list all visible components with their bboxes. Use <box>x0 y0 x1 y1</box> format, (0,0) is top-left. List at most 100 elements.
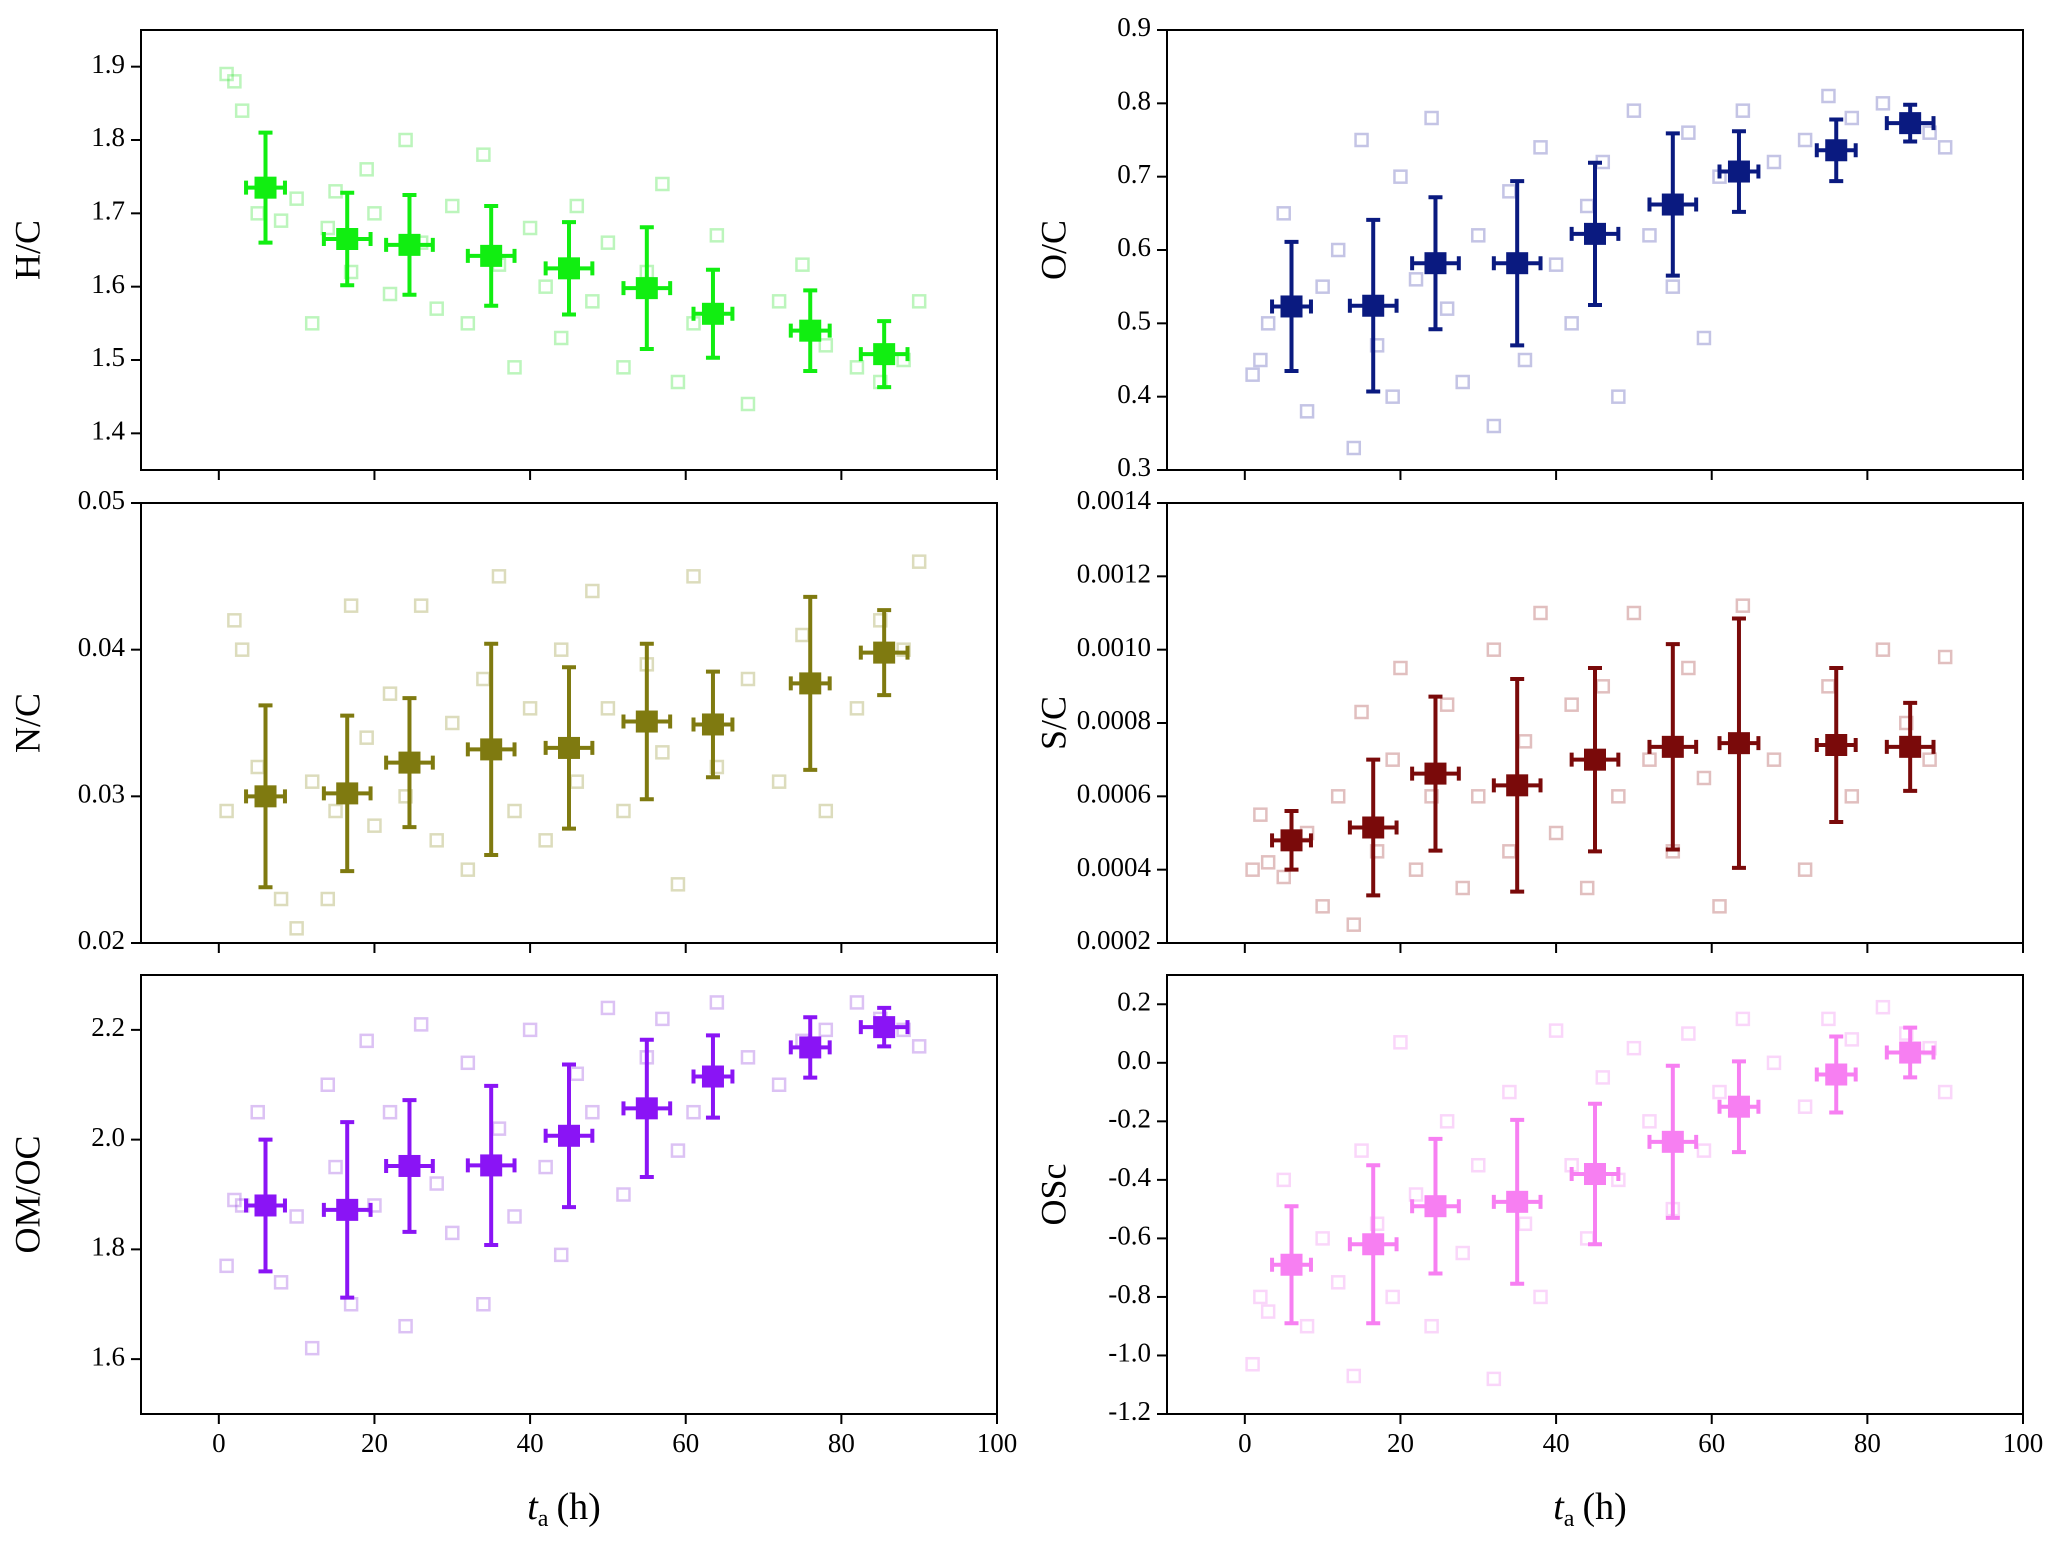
y-tick-label: -0.8 <box>1108 1279 1151 1309</box>
scatter-point <box>219 1258 234 1274</box>
y-tick-label: 0.3 <box>1117 452 1151 482</box>
x-tick-label: 80 <box>828 1428 855 1458</box>
scatter-point <box>1766 752 1782 767</box>
scatter-point <box>367 818 382 833</box>
x-axis-label-var: t <box>527 1486 539 1528</box>
scatter-point <box>849 360 865 375</box>
scatter-point <box>460 1055 476 1071</box>
scatter-point <box>1385 752 1400 767</box>
scatter-point <box>1797 132 1813 148</box>
scatter-point <box>328 1159 343 1175</box>
scatter-point <box>491 569 507 584</box>
scatter-point <box>328 803 343 819</box>
scatter-point <box>367 206 382 221</box>
scatter-point <box>250 759 265 775</box>
scatter-point <box>911 554 927 569</box>
mean-point <box>701 302 724 325</box>
mean-point <box>254 176 277 199</box>
scatter-point <box>896 642 911 657</box>
scatter-point <box>740 671 756 687</box>
scatter-point <box>304 1340 320 1356</box>
scatter-point <box>818 338 834 353</box>
scatter-point <box>670 1143 686 1158</box>
scatter-point <box>1276 206 1291 221</box>
scatter-point <box>1276 869 1291 885</box>
y-tick-label: 0.8 <box>1117 86 1151 116</box>
scatter-point <box>709 995 725 1010</box>
x-axis-label-var: t <box>1553 1486 1565 1528</box>
mean-point <box>635 277 658 300</box>
scatter-point <box>1385 1289 1400 1305</box>
scatter-point <box>1471 228 1486 243</box>
y-tick-label: 1.6 <box>91 1341 125 1371</box>
mean-point <box>1424 252 1447 275</box>
scatter-point <box>234 642 250 657</box>
mean-point <box>635 710 658 733</box>
y-tick-label: 0.9 <box>1117 12 1151 42</box>
mean-point <box>1727 732 1750 755</box>
panel: 0.3 0.4 0.5 0.6 0.7 0.8 0.9 O/C <box>1033 12 2024 482</box>
scatter-point <box>655 1011 670 1027</box>
y-axis-label: O/C <box>1033 220 1073 280</box>
scatter-point <box>304 316 320 331</box>
scatter-point <box>1875 999 1891 1015</box>
scatter-point <box>507 1209 522 1224</box>
scatter-point <box>1502 184 1517 199</box>
y-tick-label: 1.9 <box>91 49 125 79</box>
mean-point <box>336 228 359 250</box>
scatter-point <box>507 803 522 819</box>
y-tick-label: -0.2 <box>1108 1104 1151 1134</box>
panel: 0.02 0.03 0.04 0.05 N/C <box>7 485 998 955</box>
mean-point <box>1280 829 1303 852</box>
scatter-point <box>219 66 234 82</box>
y-tick-label: 0.02 <box>78 925 125 955</box>
mean-point <box>1661 735 1684 758</box>
mean-point <box>1584 222 1606 245</box>
mean-point <box>1899 735 1922 758</box>
scatter-point <box>1595 1070 1611 1085</box>
scatter-point <box>1899 715 1914 731</box>
scatter-point <box>771 1077 787 1092</box>
scatter-point <box>1439 1114 1455 1129</box>
y-axis-label: OSc <box>1033 1164 1073 1226</box>
mean-point <box>1506 774 1529 797</box>
scatter-point <box>1579 198 1595 214</box>
scatter-point <box>1766 154 1782 170</box>
scatter-point <box>795 627 810 643</box>
scatter-point <box>1393 169 1408 184</box>
mean-point <box>1899 1041 1922 1064</box>
y-tick-label: 1.8 <box>91 122 125 152</box>
scatter-point <box>600 1000 616 1016</box>
scatter-point <box>1245 862 1260 877</box>
scatter-point <box>1595 679 1611 694</box>
scatter-point <box>873 613 888 628</box>
scatter-point <box>1346 917 1362 932</box>
scatter-point <box>538 833 553 848</box>
x-axis-label-sub: a <box>538 1506 549 1532</box>
scatter-point <box>398 132 413 148</box>
scatter-point <box>1548 825 1564 841</box>
y-tick-label: -0.4 <box>1108 1162 1151 1192</box>
scatter-point <box>289 191 304 206</box>
y-tick-label: -0.6 <box>1108 1221 1151 1251</box>
scatter-point <box>569 774 585 789</box>
scatter-point <box>585 294 600 309</box>
x-tick-label: 20 <box>361 1428 388 1458</box>
scatter-point <box>328 184 343 199</box>
scatter-point <box>1315 899 1330 914</box>
scatter-point <box>227 74 242 89</box>
scatter-point <box>1533 605 1548 621</box>
scatter-point <box>343 1297 359 1312</box>
mean-point <box>480 244 503 267</box>
y-tick-label: 0.0004 <box>1077 852 1152 882</box>
mean-point <box>799 672 822 695</box>
y-tick-label: 0.0012 <box>1077 559 1151 589</box>
scatter-point <box>1735 103 1751 118</box>
scatter-point <box>1486 418 1502 434</box>
mean-point <box>701 1065 724 1088</box>
scatter-point <box>1875 96 1891 111</box>
scatter-point <box>1369 1216 1385 1232</box>
scatter-point <box>1346 440 1362 456</box>
scatter-point <box>1253 807 1268 822</box>
scatter-point <box>569 198 585 214</box>
